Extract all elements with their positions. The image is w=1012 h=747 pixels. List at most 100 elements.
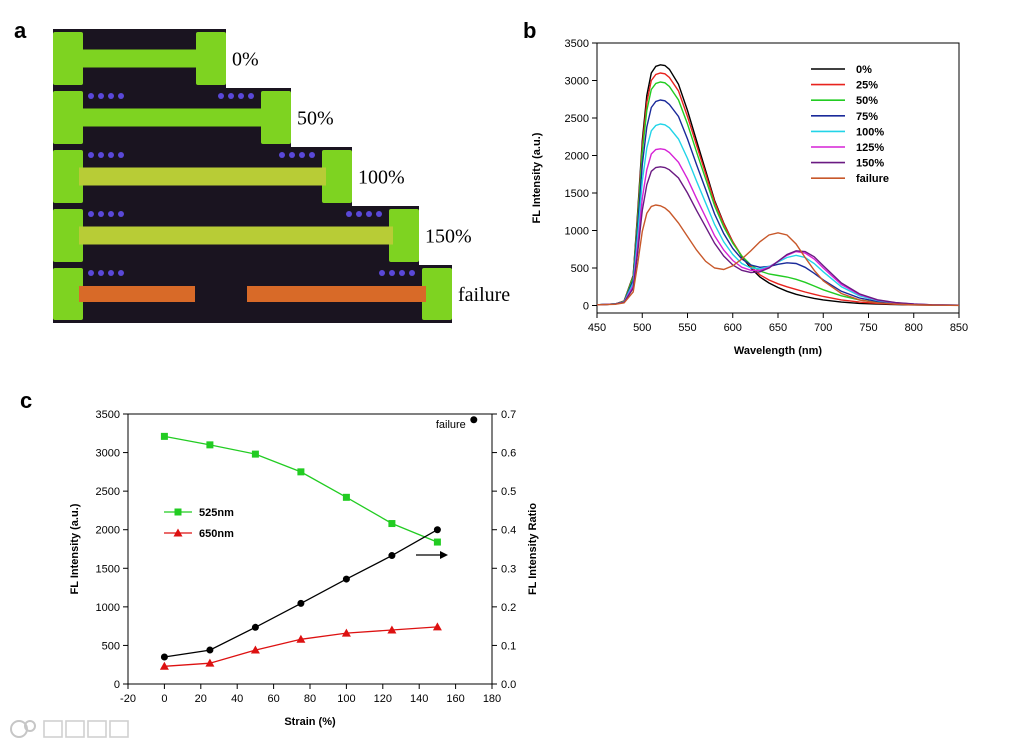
data-point-square <box>160 432 168 440</box>
y-tick-label: 2500 <box>96 486 120 498</box>
specimen-grip-left <box>53 209 83 262</box>
specimen-gauge <box>79 226 393 245</box>
data-point-circle <box>206 646 214 654</box>
specimen-grip-right <box>322 150 352 203</box>
data-point-circle <box>297 599 305 607</box>
grip-glow <box>98 93 104 99</box>
x-tick-label: 600 <box>724 322 742 334</box>
x-tick-label: 500 <box>633 322 651 334</box>
failure-label: failure <box>436 419 466 431</box>
strip-label: 0% <box>232 49 259 71</box>
grip-glow <box>98 152 104 158</box>
data-point-square <box>206 441 214 449</box>
y2-tick-label: 0.3 <box>501 563 516 575</box>
grip-glow <box>309 152 315 158</box>
grip-glow <box>279 152 285 158</box>
data-point-square <box>297 468 305 476</box>
x-tick-label: 800 <box>905 322 923 334</box>
x-tick-label: 100 <box>337 693 355 705</box>
grip-glow <box>366 211 372 217</box>
grip-glow <box>289 152 295 158</box>
data-point-circle <box>388 552 396 560</box>
legend-label: 125% <box>856 142 884 154</box>
specimen-gauge <box>79 167 326 186</box>
y-tick-label: 500 <box>102 640 120 652</box>
grip-glow <box>379 270 385 276</box>
specimen-gauge-broken-right <box>247 286 426 302</box>
series-line <box>164 435 438 543</box>
specimen-grip-right <box>389 209 419 262</box>
legend-label: 25% <box>856 80 878 92</box>
y-tick-label: 3500 <box>96 409 120 421</box>
grip-glow <box>399 270 405 276</box>
legend-label: 75% <box>856 111 878 123</box>
x-tick-label: 120 <box>374 693 392 705</box>
y-tick-label: 2500 <box>565 113 589 125</box>
x-axis-label: Strain (%) <box>284 716 336 728</box>
strip-label: 50% <box>297 108 334 130</box>
legend-label: failure <box>856 173 889 185</box>
x-tick-label: 60 <box>267 693 279 705</box>
y-tick-label: 500 <box>571 263 589 275</box>
data-point-triangle <box>250 645 260 654</box>
y2-tick-label: 0.6 <box>501 448 516 460</box>
legend-marker <box>173 528 183 537</box>
data-point-circle <box>251 623 259 631</box>
y-tick-label: 3500 <box>565 38 589 50</box>
watermark-logo <box>10 720 129 738</box>
specimen-grip-left <box>53 32 83 85</box>
arrow-head <box>440 551 448 559</box>
grip-glow <box>98 211 104 217</box>
panel-label-b: b <box>523 18 537 43</box>
y-tick-label: 0 <box>583 301 589 313</box>
specimen-grip-left <box>53 268 83 320</box>
y2-tick-label: 0.2 <box>501 602 516 614</box>
x-tick-label: 80 <box>304 693 316 705</box>
series-line <box>596 166 960 306</box>
x-tick-label: 0 <box>161 693 167 705</box>
panel-label-c: c <box>20 388 33 413</box>
x-tick-label: 550 <box>678 322 696 334</box>
x-tick-label: 20 <box>195 693 207 705</box>
grip-glow <box>118 270 124 276</box>
specimen-grip-left <box>53 91 83 144</box>
y-tick-label: 2000 <box>96 525 120 537</box>
x-tick-label: 700 <box>814 322 832 334</box>
data-point-circle <box>160 653 168 661</box>
y-tick-label: 0 <box>114 679 120 691</box>
series-line <box>596 99 960 306</box>
legend-label: 525nm <box>199 507 234 519</box>
grip-glow <box>88 211 94 217</box>
data-point-triangle <box>296 634 306 643</box>
grip-glow <box>118 93 124 99</box>
x-tick-label: 750 <box>859 322 877 334</box>
data-point-square <box>433 538 441 546</box>
specimen-grip-right <box>196 32 226 85</box>
grip-glow <box>118 211 124 217</box>
grip-glow <box>376 211 382 217</box>
data-point-circle <box>433 526 441 534</box>
grip-glow <box>248 93 254 99</box>
data-point-triangle <box>387 625 397 634</box>
data-point-triangle <box>432 622 442 631</box>
series-line <box>164 626 438 667</box>
data-point-triangle <box>341 628 351 637</box>
x-tick-label: 450 <box>588 322 606 334</box>
grip-glow <box>88 152 94 158</box>
y2-tick-label: 0.7 <box>501 409 516 421</box>
y-axis-label: FL Intensity (a.u.) <box>69 503 81 594</box>
series-line <box>596 123 960 306</box>
specimen-grip-right <box>422 268 452 320</box>
y-tick-label: 2000 <box>565 151 589 163</box>
grip-glow <box>108 270 114 276</box>
grip-glow <box>88 270 94 276</box>
y-tick-label: 1000 <box>565 226 589 238</box>
strip-label: 150% <box>425 226 472 248</box>
specimen-gauge-broken-left <box>79 286 195 302</box>
y-tick-label: 1500 <box>565 188 589 200</box>
x-axis-label: Wavelength (nm) <box>734 345 823 357</box>
grip-glow <box>108 211 114 217</box>
data-point-square <box>342 493 350 501</box>
